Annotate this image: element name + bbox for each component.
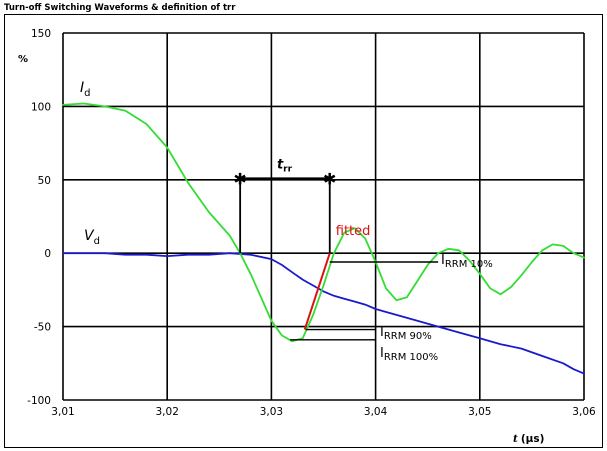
y-tick-label: 0 [44, 248, 51, 260]
x-tick-label: 3,02 [156, 406, 179, 418]
series-label-vd: Vd [84, 228, 100, 247]
y-tick-label: -100 [27, 395, 51, 407]
trr-label-main: t [277, 157, 284, 172]
annotation-label-sub: RRM 90% [384, 331, 432, 342]
series-label-main: I [80, 80, 84, 96]
series-line-id [62, 102, 585, 343]
trr-end-marker: ✱ [323, 169, 336, 188]
annotation-label-main: I [380, 346, 384, 361]
grid-layer [62, 32, 585, 401]
x-tick-label: 3,01 [51, 406, 74, 418]
y-tick-label: 150 [31, 28, 51, 40]
x-tick-label: 3,03 [260, 406, 283, 418]
x-tick-label: 3,04 [364, 406, 388, 418]
series-layer [62, 102, 585, 375]
fitted-label: fitted [336, 224, 371, 239]
y-tick-label: 50 [38, 175, 51, 187]
series-label-sub: d [94, 236, 100, 247]
annotation-label-main: I [380, 325, 384, 340]
chart-border [4, 14, 603, 448]
annotation-label-irrm10: IRRM 10% [441, 253, 493, 270]
y-axis-label: % [18, 54, 28, 65]
annotation-label-irrm90: IRRM 90% [380, 325, 432, 342]
x-axis-label-var: t [513, 433, 518, 445]
trr-start-marker: ✱ [233, 169, 246, 188]
y-tick-label: -50 [34, 322, 51, 334]
annotation-label-main: I [441, 253, 445, 268]
fitted-line [303, 252, 331, 330]
chart-title: Turn-off Switching Waveforms & definitio… [4, 3, 236, 13]
x-axis-label-unit: (µs) [521, 433, 545, 445]
series-line-vd [62, 252, 585, 375]
trr-label-sub: rr [283, 164, 292, 174]
series-label-main: V [84, 228, 95, 244]
trr-label: trr [277, 157, 293, 174]
series-label-id: Id [80, 80, 91, 99]
x-tick-label: 3,05 [468, 406, 491, 418]
series-label-sub: d [84, 88, 90, 99]
tick-layer: 3,01 3,02 3,03 3,04 3,05 3,06 -100 -50 0 50 100 150 [27, 28, 596, 418]
x-axis-label: t (µs) [513, 433, 544, 445]
annotation-label-irrm100: IRRM 100% [380, 346, 438, 363]
x-tick-label: 3,06 [572, 406, 596, 418]
annotation-label-sub: RRM 10% [445, 259, 493, 270]
annotation-label-sub: RRM 100% [384, 352, 438, 363]
y-tick-label: 100 [31, 101, 51, 113]
